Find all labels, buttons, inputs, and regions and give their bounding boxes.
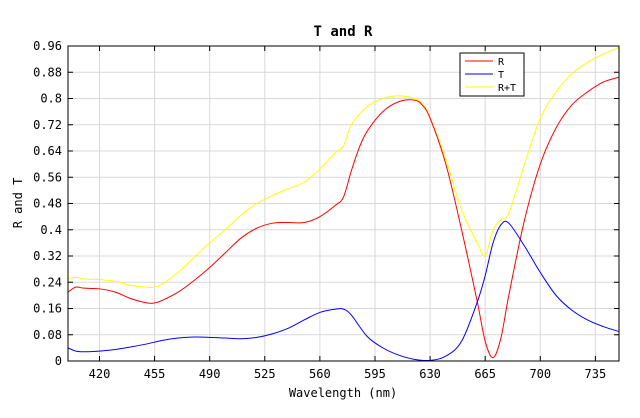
- series-line-t: [67, 220, 620, 362]
- y-tick-label: 0.88: [33, 65, 62, 79]
- y-tick-label: 0.4: [40, 223, 62, 237]
- x-tick-label: 735: [585, 367, 607, 381]
- x-tick-label: 700: [529, 367, 551, 381]
- y-tick-label: 0: [55, 354, 62, 368]
- y-tick-label: 0.64: [33, 144, 62, 158]
- legend-label-r-t: R+T: [498, 83, 516, 94]
- y-tick-label: 0.56: [33, 170, 62, 184]
- y-tick-label: 0.72: [33, 118, 62, 132]
- plot-area: 420 455 490 525 560 595 630 665 700 735 0 0.08 0.16 0…: [33, 39, 620, 381]
- y-tick-label: 0.8: [40, 92, 62, 106]
- series-line-r-t: [67, 47, 620, 288]
- x-tick-label: 560: [309, 367, 331, 381]
- series-lines: [67, 47, 620, 362]
- axis-ticks: 420 455 490 525 560 595 630 665 700 735 0 0.08 0.16 0…: [33, 39, 619, 381]
- series-line-r: [67, 76, 620, 359]
- x-axis-label: Wavelength (nm): [289, 386, 397, 400]
- legend: RT R+T: [459, 52, 525, 97]
- y-tick-label: 0.24: [33, 275, 62, 289]
- y-tick-label: 0.08: [33, 328, 62, 342]
- x-tick-label: 420: [89, 367, 111, 381]
- x-tick-label: 525: [254, 367, 276, 381]
- chart-title: T and R: [313, 24, 373, 40]
- x-tick-label: 455: [144, 367, 166, 381]
- x-tick-label: 490: [199, 367, 221, 381]
- legend-label-t: T: [498, 70, 504, 81]
- x-tick-label: 630: [419, 367, 441, 381]
- y-tick-label: 0.32: [33, 249, 62, 263]
- y-tick-label: 0.96: [33, 39, 62, 53]
- legend-label-r: R: [498, 57, 505, 68]
- y-tick-label: 0.16: [33, 302, 62, 316]
- y-tick-label: 0.48: [33, 197, 62, 211]
- x-tick-label: 665: [474, 367, 496, 381]
- y-axis-label: R and T: [11, 178, 25, 229]
- x-tick-label: 595: [364, 367, 386, 381]
